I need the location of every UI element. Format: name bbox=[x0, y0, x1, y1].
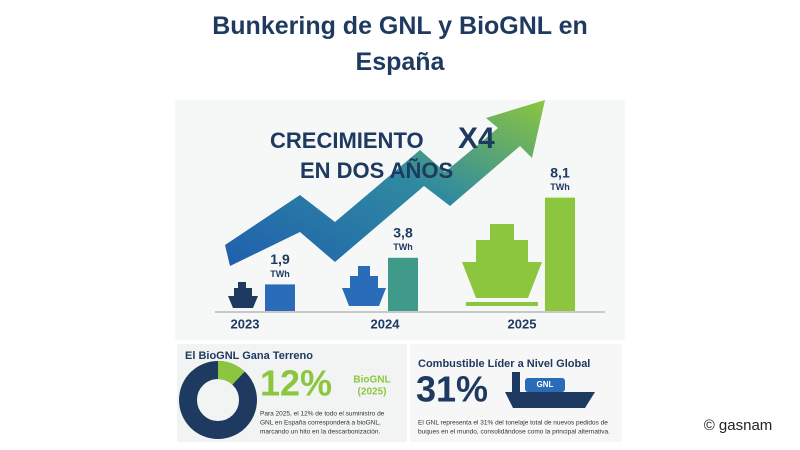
donut-segment bbox=[217, 361, 245, 386]
value-label: 3,8 bbox=[393, 225, 413, 241]
page-title: Bunkering de GNL y BioGNL en España bbox=[212, 12, 588, 76]
bar bbox=[545, 197, 575, 311]
unit-label: TWh bbox=[393, 242, 413, 252]
headline: EN DOS AÑOS bbox=[300, 158, 453, 183]
unit-label: TWh bbox=[550, 182, 570, 192]
x-tick-label: 2024 bbox=[371, 316, 401, 331]
panel-title: Combustible Líder a Nivel Global bbox=[418, 358, 590, 370]
headline: CRECIMIENTO bbox=[270, 128, 424, 153]
headline-multiplier: X4 bbox=[458, 122, 495, 155]
donut-label: (2025) bbox=[358, 387, 387, 398]
x-tick-label: 2023 bbox=[231, 316, 260, 331]
panel-title: El BioGNL Gana Terreno bbox=[185, 350, 313, 362]
panel-text: El GNL representa el 31% del tonelaje to… bbox=[418, 420, 608, 427]
ship-label: GNL bbox=[537, 380, 554, 389]
panel-text: marcando un hito en la descarbonización. bbox=[260, 429, 381, 436]
bar bbox=[388, 257, 418, 311]
ship-icon bbox=[462, 224, 542, 306]
unit-label: TWh bbox=[270, 269, 290, 279]
panel-stat: 31% bbox=[416, 369, 488, 410]
x-tick-label: 2025 bbox=[508, 316, 537, 331]
donut-value: 12% bbox=[260, 363, 332, 404]
panel-text: Para 2025, el 12% de todo el suministro … bbox=[260, 411, 385, 418]
bar bbox=[265, 284, 295, 311]
panel-text: GNL en España corresponderá a bioGNL, bbox=[260, 420, 381, 427]
lng-ship-icon bbox=[505, 372, 595, 408]
donut-label: BioGNL bbox=[353, 375, 390, 386]
ship-icon bbox=[342, 266, 386, 306]
ship-icon bbox=[228, 282, 258, 308]
value-label: 1,9 bbox=[270, 251, 290, 267]
credit: © gasnam bbox=[704, 417, 773, 434]
panel-text: buques en el mundo, consolidándose como … bbox=[418, 429, 610, 436]
growth-arrow bbox=[225, 100, 545, 266]
value-label: 8,1 bbox=[550, 164, 570, 180]
